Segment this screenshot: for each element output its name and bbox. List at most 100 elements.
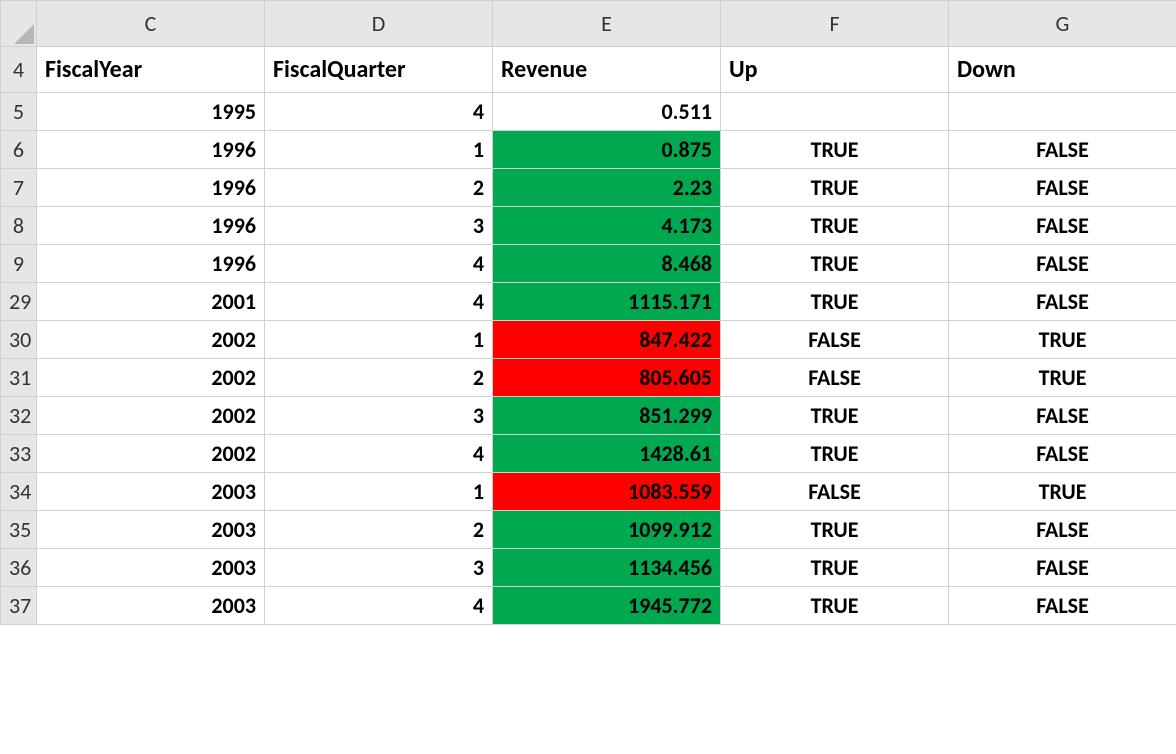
cell-G[interactable]: FALSE — [949, 207, 1176, 245]
table-row: 6199610.875TRUEFALSE — [1, 131, 1176, 169]
col-header-E[interactable]: E — [493, 1, 721, 47]
cell-D[interactable]: 4 — [265, 93, 493, 131]
cell-E[interactable]: 851.299 — [493, 397, 721, 435]
cell-F[interactable]: FALSE — [721, 359, 949, 397]
cell-F[interactable] — [721, 93, 949, 131]
row-header[interactable]: 31 — [1, 359, 37, 397]
row-header[interactable]: 8 — [1, 207, 37, 245]
cell-E[interactable]: 1083.559 — [493, 473, 721, 511]
row-header[interactable]: 7 — [1, 169, 37, 207]
cell-E[interactable]: 0.511 — [493, 93, 721, 131]
cell-E[interactable]: 1945.772 — [493, 587, 721, 625]
row-header[interactable]: 34 — [1, 473, 37, 511]
cell-F[interactable]: FALSE — [721, 473, 949, 511]
spreadsheet-grid[interactable]: C D E F G 4 FiscalYear FiscalQuarter Rev… — [0, 0, 1176, 625]
cell-F[interactable]: TRUE — [721, 549, 949, 587]
col-header-F[interactable]: F — [721, 1, 949, 47]
cell-F[interactable]: TRUE — [721, 511, 949, 549]
cell-D[interactable]: 2 — [265, 511, 493, 549]
cell-C[interactable]: 1996 — [37, 131, 265, 169]
cell-E[interactable]: 8.468 — [493, 245, 721, 283]
cell-C[interactable]: 2002 — [37, 321, 265, 359]
row-header[interactable]: 32 — [1, 397, 37, 435]
row-header[interactable]: 4 — [1, 47, 37, 93]
col-header-G[interactable]: G — [949, 1, 1176, 47]
cell-C[interactable]: 1996 — [37, 207, 265, 245]
cell-F[interactable]: TRUE — [721, 131, 949, 169]
cell-D[interactable]: 4 — [265, 587, 493, 625]
cell-G[interactable]: FALSE — [949, 169, 1176, 207]
col-header-C[interactable]: C — [37, 1, 265, 47]
row-header[interactable]: 33 — [1, 435, 37, 473]
cell-E[interactable]: 1428.61 — [493, 435, 721, 473]
cell-C[interactable]: 1996 — [37, 245, 265, 283]
cell-D[interactable]: 1 — [265, 321, 493, 359]
row-header[interactable]: 37 — [1, 587, 37, 625]
row-header[interactable]: 9 — [1, 245, 37, 283]
cell-D[interactable]: 2 — [265, 359, 493, 397]
header-fiscalyear[interactable]: FiscalYear — [37, 47, 265, 93]
cell-C[interactable]: 2002 — [37, 397, 265, 435]
cell-D[interactable]: 4 — [265, 435, 493, 473]
cell-F[interactable]: TRUE — [721, 207, 949, 245]
cell-D[interactable]: 3 — [265, 397, 493, 435]
cell-D[interactable]: 4 — [265, 283, 493, 321]
row-header[interactable]: 36 — [1, 549, 37, 587]
cell-G[interactable]: FALSE — [949, 587, 1176, 625]
header-up[interactable]: Up — [721, 47, 949, 93]
cell-F[interactable]: TRUE — [721, 283, 949, 321]
cell-G[interactable]: TRUE — [949, 359, 1176, 397]
cell-E[interactable]: 805.605 — [493, 359, 721, 397]
cell-C[interactable]: 2003 — [37, 587, 265, 625]
row-header[interactable]: 6 — [1, 131, 37, 169]
cell-D[interactable]: 1 — [265, 131, 493, 169]
cell-F[interactable]: TRUE — [721, 435, 949, 473]
cell-G[interactable]: FALSE — [949, 397, 1176, 435]
cell-D[interactable]: 4 — [265, 245, 493, 283]
cell-G[interactable]: FALSE — [949, 283, 1176, 321]
cell-D[interactable]: 2 — [265, 169, 493, 207]
cell-D[interactable]: 3 — [265, 207, 493, 245]
cell-C[interactable]: 2003 — [37, 511, 265, 549]
header-row: 4 FiscalYear FiscalQuarter Revenue Up Do… — [1, 47, 1176, 93]
row-header[interactable]: 5 — [1, 93, 37, 131]
row-header[interactable]: 35 — [1, 511, 37, 549]
cell-C[interactable]: 2003 — [37, 549, 265, 587]
cell-E[interactable]: 2.23 — [493, 169, 721, 207]
cell-G[interactable]: FALSE — [949, 511, 1176, 549]
header-down[interactable]: Down — [949, 47, 1176, 93]
cell-E[interactable]: 1115.171 — [493, 283, 721, 321]
cell-G[interactable] — [949, 93, 1176, 131]
cell-F[interactable]: TRUE — [721, 169, 949, 207]
cell-G[interactable]: FALSE — [949, 245, 1176, 283]
cell-G[interactable]: FALSE — [949, 549, 1176, 587]
cell-C[interactable]: 2002 — [37, 435, 265, 473]
cell-C[interactable]: 1996 — [37, 169, 265, 207]
cell-F[interactable]: FALSE — [721, 321, 949, 359]
cell-D[interactable]: 3 — [265, 549, 493, 587]
cell-E[interactable]: 1099.912 — [493, 511, 721, 549]
cell-G[interactable]: FALSE — [949, 435, 1176, 473]
cell-G[interactable]: FALSE — [949, 131, 1176, 169]
cell-F[interactable]: TRUE — [721, 587, 949, 625]
cell-G[interactable]: TRUE — [949, 473, 1176, 511]
header-revenue[interactable]: Revenue — [493, 47, 721, 93]
select-all-button[interactable] — [1, 1, 37, 47]
cell-C[interactable]: 2002 — [37, 359, 265, 397]
header-fiscalquarter[interactable]: FiscalQuarter — [265, 47, 493, 93]
col-header-D[interactable]: D — [265, 1, 493, 47]
cell-D[interactable]: 1 — [265, 473, 493, 511]
cell-F[interactable]: TRUE — [721, 245, 949, 283]
row-header[interactable]: 30 — [1, 321, 37, 359]
cell-C[interactable]: 1995 — [37, 93, 265, 131]
cell-E[interactable]: 4.173 — [493, 207, 721, 245]
cell-E[interactable]: 1134.456 — [493, 549, 721, 587]
cell-E[interactable]: 0.875 — [493, 131, 721, 169]
cell-G[interactable]: TRUE — [949, 321, 1176, 359]
cell-C[interactable]: 2001 — [37, 283, 265, 321]
cell-C[interactable]: 2003 — [37, 473, 265, 511]
cell-E[interactable]: 847.422 — [493, 321, 721, 359]
row-header[interactable]: 29 — [1, 283, 37, 321]
table-row: 5199540.511 — [1, 93, 1176, 131]
cell-F[interactable]: TRUE — [721, 397, 949, 435]
